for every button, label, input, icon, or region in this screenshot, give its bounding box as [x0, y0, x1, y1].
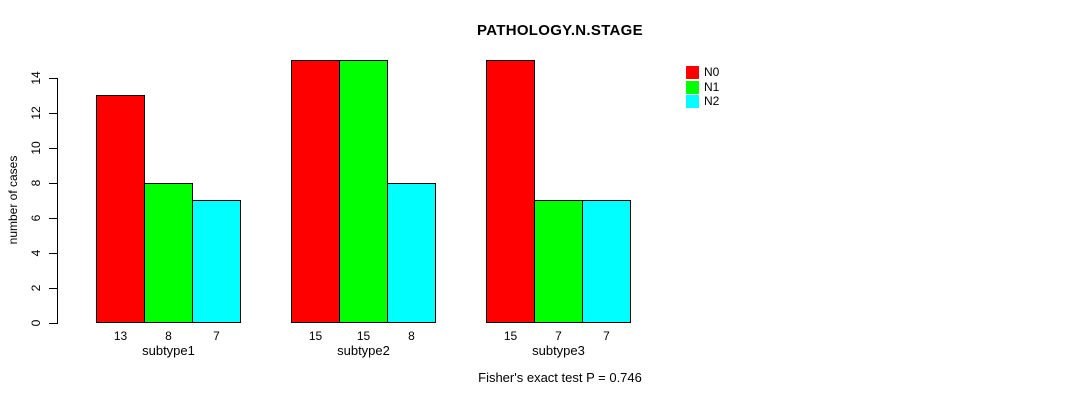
- bar-value-label: 8: [165, 329, 172, 343]
- bar-value-label: 15: [356, 329, 371, 343]
- bar-subtype3-N0: [486, 60, 535, 323]
- bar-subtype2-N0: [291, 60, 340, 323]
- y-tick-mark: [49, 218, 57, 219]
- y-tick-mark: [49, 183, 57, 184]
- bar-value-label: 7: [555, 329, 562, 343]
- y-tick-mark: [49, 148, 57, 149]
- annotation-text: Fisher's exact test P = 0.746: [478, 370, 642, 385]
- y-axis-line: [57, 78, 58, 324]
- bar-subtype2-N1: [339, 60, 388, 323]
- legend-swatch-icon: [686, 66, 699, 79]
- bar-value-label: 8: [408, 329, 415, 343]
- y-tick-label: 8: [29, 179, 43, 187]
- category-label-subtype2: subtype2: [337, 343, 390, 358]
- legend-label: N1: [704, 80, 720, 94]
- y-tick-mark: [49, 78, 57, 79]
- bar-value-label: 13: [113, 329, 128, 343]
- y-tick-label: 0: [29, 319, 43, 327]
- y-tick-label: 12: [29, 106, 43, 120]
- bar-subtype2-N2: [387, 183, 436, 323]
- legend-label: N0: [704, 65, 720, 79]
- y-tick-label: 2: [29, 284, 43, 292]
- legend-label: N2: [704, 94, 720, 108]
- y-tick-label: 6: [29, 214, 43, 222]
- bar-subtype1-N2: [192, 200, 241, 323]
- bar-subtype1-N0: [96, 95, 145, 323]
- legend-swatch-icon: [686, 95, 699, 108]
- category-label-subtype1: subtype1: [142, 343, 195, 358]
- bar-subtype1-N1: [144, 183, 193, 323]
- y-tick-mark: [49, 253, 57, 254]
- category-label-subtype3: subtype3: [532, 343, 585, 358]
- y-tick-mark: [49, 288, 57, 289]
- chart-title: PATHOLOGY.N.STAGE: [477, 22, 643, 39]
- y-tick-label: 14: [29, 71, 43, 85]
- y-tick-label: 10: [29, 141, 43, 155]
- bar-subtype3-N2: [582, 200, 631, 323]
- bar-subtype3-N1: [534, 200, 583, 323]
- y-tick-mark: [49, 323, 57, 324]
- bar-value-label: 7: [213, 329, 220, 343]
- bar-value-label: 15: [308, 329, 323, 343]
- y-axis-label: number of cases: [6, 155, 20, 245]
- bar-value-label: 7: [603, 329, 610, 343]
- bar-value-label: 15: [503, 329, 518, 343]
- y-tick-label: 4: [29, 249, 43, 257]
- legend-swatch-icon: [686, 81, 699, 94]
- y-tick-mark: [49, 113, 57, 114]
